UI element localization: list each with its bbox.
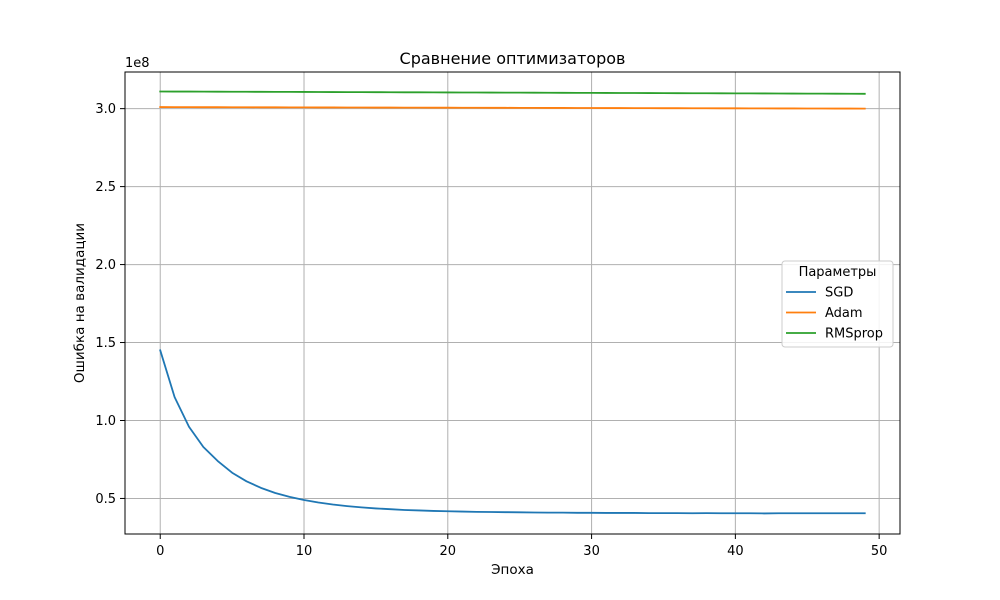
series-line-sgd bbox=[159, 349, 866, 515]
plot-frame bbox=[124, 71, 901, 535]
x-tick-label: 40 bbox=[727, 544, 744, 559]
series-lines bbox=[159, 90, 866, 515]
x-tick-label: 20 bbox=[440, 544, 457, 559]
legend-label-rmsprop: RMSprop bbox=[825, 327, 883, 342]
x-axis-label: Эпоха bbox=[491, 562, 534, 578]
legend-items: SGD Adam RMSprop bbox=[786, 286, 883, 342]
legend-label-sgd: SGD bbox=[825, 286, 853, 301]
x-tick-label: 50 bbox=[871, 544, 888, 559]
legend-label-adam: Adam bbox=[825, 306, 863, 321]
y-tick-label: 0.5 bbox=[95, 492, 116, 507]
x-tick-label: 30 bbox=[583, 544, 600, 559]
y-tick-label: 2.0 bbox=[95, 258, 116, 273]
axis-ticks: 0 10 20 30 40 50 0.5 1.0 1.5 2.0 2.5 3.0 bbox=[95, 102, 887, 559]
y-tick-label: 3.0 bbox=[95, 102, 116, 117]
series-line-rmsprop bbox=[159, 90, 866, 95]
chart-title: Сравнение оптимизаторов bbox=[400, 49, 626, 68]
legend: Параметры SGD Adam RMSprop bbox=[781, 260, 894, 348]
x-tick-label: 0 bbox=[156, 544, 164, 559]
series-line-adam bbox=[159, 106, 866, 110]
y-tick-label: 2.5 bbox=[95, 180, 116, 195]
y-axis-multiplier: 1e8 bbox=[125, 56, 150, 71]
legend-box bbox=[781, 260, 894, 348]
y-tick-label: 1.0 bbox=[95, 414, 116, 429]
y-tick-label: 1.5 bbox=[95, 336, 116, 351]
y-axis-label: Ошибка на валидации bbox=[72, 223, 88, 383]
x-tick-label: 10 bbox=[296, 544, 313, 559]
grid bbox=[125, 72, 900, 534]
legend-title: Параметры bbox=[799, 265, 877, 280]
